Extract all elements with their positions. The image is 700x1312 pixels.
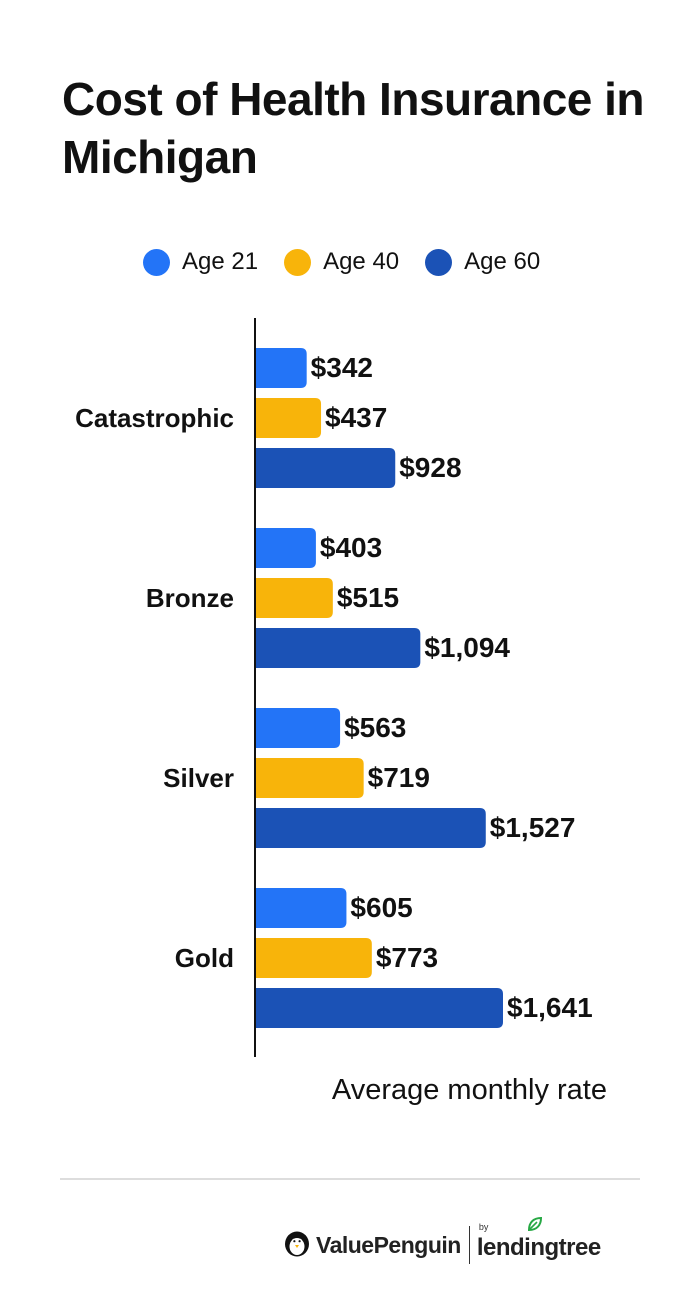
bar-catastrophic-age-21: [255, 348, 307, 388]
category-label-gold: Gold: [175, 943, 234, 973]
legend-swatch-age-40: [284, 248, 312, 276]
legend-label-age-60: Age 60: [464, 248, 541, 275]
data-label-bronze-age-21: $403: [320, 532, 382, 563]
legend-swatch-age-60: [425, 248, 453, 276]
bar-bronze-age-40: [255, 578, 333, 618]
bar-gold-age-21: [255, 888, 347, 928]
data-label-catastrophic-age-21: $342: [311, 352, 373, 383]
legend-swatch-age-21: [143, 248, 170, 276]
footer-divider: [60, 1178, 640, 1180]
chart-title: Cost of Health Insurance in Michigan: [62, 73, 645, 183]
bar-catastrophic-age-60: [255, 448, 396, 488]
bar-gold-age-60: [255, 988, 503, 1028]
penguin-icon: [284, 1229, 310, 1262]
data-label-silver-age-60: $1,527: [490, 812, 576, 843]
bar-chart: Catastrophic $342 $437 $928 Bronze $403 $515 $1…: [75, 318, 607, 1106]
legend-label-age-40: Age 40: [323, 248, 400, 275]
brand-name: ValuePenguin: [316, 1231, 461, 1258]
category-label-bronze: Bronze: [146, 583, 234, 613]
data-label-gold-age-40: $773: [376, 942, 438, 973]
category-label-catastrophic: Catastrophic: [75, 403, 234, 433]
data-label-catastrophic-age-60: $928: [399, 452, 461, 483]
by-label: by: [478, 1222, 489, 1232]
bar-silver-age-60: [255, 808, 486, 848]
data-label-gold-age-60: $1,641: [507, 992, 593, 1023]
partner-logo: by lendingtree: [476, 1216, 601, 1262]
legend-label-age-21: Age 21: [182, 248, 259, 275]
x-axis-label: Average monthly rate: [332, 1074, 607, 1106]
bar-catastrophic-age-40: [255, 398, 322, 438]
data-label-silver-age-21: $563: [344, 712, 406, 743]
category-label-silver: Silver: [163, 763, 234, 793]
partner-name: lendingtree: [476, 1234, 601, 1261]
legend-item-age-21: Age 21: [143, 248, 258, 276]
bar-silver-age-21: [255, 708, 341, 748]
logo-separator: [468, 1226, 470, 1264]
chart-legend: Age 21 Age 40 Age 60: [143, 246, 566, 278]
bar-bronze-age-21: [255, 528, 316, 568]
data-label-silver-age-40: $719: [368, 762, 430, 793]
data-label-gold-age-21: $605: [350, 892, 412, 923]
leaf-icon: [527, 1216, 543, 1237]
bar-gold-age-40: [255, 938, 372, 978]
data-label-bronze-age-60: $1,094: [424, 632, 510, 663]
legend-item-age-40: Age 40: [284, 248, 399, 276]
data-label-catastrophic-age-40: $437: [325, 402, 387, 433]
legend-item-age-60: Age 60: [425, 248, 540, 276]
bar-silver-age-40: [255, 758, 364, 798]
brand-logo: ValuePenguin by lendingtree: [284, 1216, 601, 1268]
data-label-bronze-age-40: $515: [337, 582, 399, 613]
bar-bronze-age-60: [255, 628, 421, 668]
